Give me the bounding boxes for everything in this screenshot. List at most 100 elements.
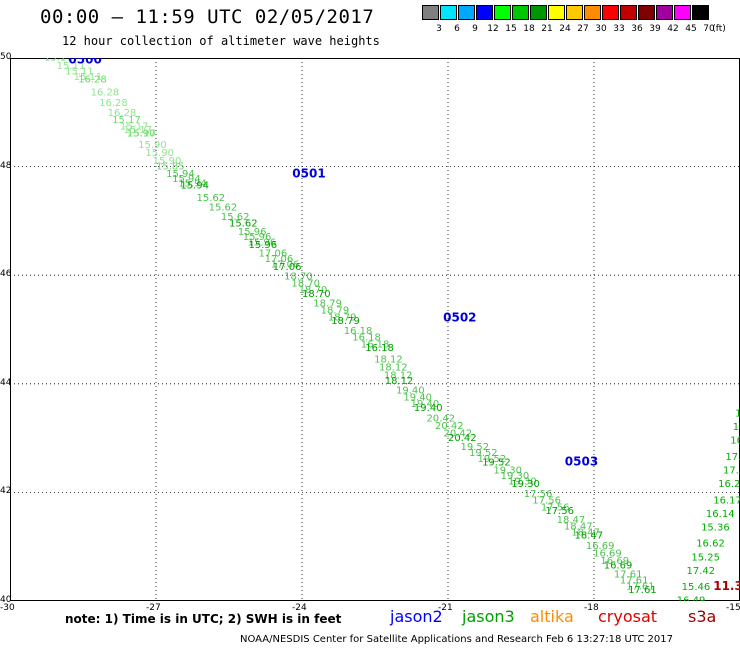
wave-height-fill: 18.79	[321, 305, 350, 316]
wave-height-fill: 15.94	[166, 169, 195, 180]
wave-height-fill: 20.42	[426, 413, 455, 424]
wave-height-fill: 15.90	[153, 156, 182, 167]
wave-height-fill: 15.11	[74, 72, 103, 83]
wave-height-fill: 19.40	[403, 392, 432, 403]
wave-height-fill: 15.17	[127, 128, 156, 139]
wave-height-fill: 16.28	[108, 108, 137, 119]
wave-height-fill: 15.94	[172, 174, 201, 185]
wave-height-fill: 19.30	[493, 466, 522, 477]
color-scale-label: 27	[577, 24, 589, 34]
wave-height-fill: 15.96	[243, 232, 272, 243]
wave-height-fill: 18.47	[564, 521, 593, 532]
wave-height-fill: 18.79	[328, 312, 357, 323]
plot-border	[10, 58, 740, 601]
color-swatch	[620, 5, 637, 20]
wave-height-fill: 20.42	[443, 428, 472, 439]
color-scale-label: 30	[595, 24, 607, 34]
color-swatch	[674, 5, 691, 20]
wave-height-fill: 15.62	[221, 212, 250, 223]
wave-height-value: 16.62	[696, 539, 725, 550]
wave-height-value: 15.85	[156, 161, 185, 172]
wave-height-fill: 18.79	[313, 299, 342, 310]
color-swatch	[422, 5, 439, 20]
credit-line: NOAA/NESDIS Center for Satellite Applica…	[240, 634, 673, 645]
color-scale-label: 36	[631, 24, 643, 34]
wave-height-value: 15.94	[180, 180, 209, 191]
color-scale-label: 45	[685, 24, 697, 34]
wave-height-value: 18.79	[331, 316, 360, 327]
wave-height-fill: 19.52	[469, 448, 498, 459]
wave-height-value: 16.8	[730, 436, 740, 447]
color-swatch	[458, 5, 475, 20]
wave-height-fill: 15.62	[209, 202, 238, 213]
color-scale-label: 70	[703, 24, 715, 34]
color-swatch	[656, 5, 673, 20]
satellite-legend-item: altika	[530, 607, 574, 626]
wave-height-fill: 16.28	[99, 98, 128, 109]
wave-height-value: 15.11	[44, 58, 73, 64]
wave-height-value: 20.42	[448, 433, 477, 444]
y-tick-label: 50	[0, 52, 12, 62]
color-scale-label: 39	[649, 24, 661, 34]
color-swatch	[476, 5, 493, 20]
color-swatch	[584, 5, 601, 20]
wave-height-value: 19.52	[482, 457, 511, 468]
wave-height-fill: 15.11	[57, 61, 86, 72]
wave-height-fill: 19.52	[478, 454, 507, 465]
wave-height-value: 16.49	[677, 596, 706, 601]
wave-height-fill: 16.69	[593, 548, 622, 559]
wave-height-value: 16.17	[713, 495, 740, 506]
wave-height-fill: 17.06	[271, 259, 300, 270]
wave-height-fill: 16.69	[586, 541, 615, 552]
wave-height-fill: 18.12	[384, 371, 413, 382]
satellite-legend-item: jason2	[390, 607, 443, 626]
wave-height-value: 17.54	[723, 465, 740, 476]
color-scale-label: 3	[436, 24, 442, 34]
wave-height-fill: 15.62	[197, 193, 226, 204]
wave-height-value: 17.06	[273, 262, 302, 273]
wave-height-fill: 16.18	[361, 339, 390, 350]
track-time-label: 0503	[565, 454, 598, 468]
wave-height-map[interactable]: 15.1115.1115.1116.2816.2816.2815.1715.17…	[10, 58, 740, 601]
note-text: note: 1) Time is in UTC; 2) SWH is in fe…	[65, 612, 342, 626]
wave-height-value: 17.61	[628, 585, 657, 596]
wave-height-fill: 19.40	[411, 399, 440, 410]
color-scale-label: 21	[541, 24, 553, 34]
wave-height-value: 19.40	[414, 403, 443, 414]
wave-height-fill: 19.30	[508, 477, 537, 488]
wave-height-fill: 17.61	[620, 576, 649, 587]
wave-height-fill: 19.30	[501, 471, 530, 482]
wave-height-fill: 18.47	[557, 515, 586, 526]
page-subtitle: 12 hour collection of altimeter wave hei…	[62, 34, 380, 48]
color-swatch	[530, 5, 547, 20]
wave-height-fill: 16.18	[344, 326, 373, 337]
wave-height-value: 15.46	[682, 582, 711, 593]
color-swatch	[638, 5, 655, 20]
wave-height-fill: 15.94	[178, 179, 207, 190]
wave-height-value: 16.29	[718, 479, 740, 490]
wave-height-value: 17.36	[725, 452, 740, 463]
wave-height-value: 17.42	[686, 566, 715, 577]
wave-height-fill: 18.70	[284, 272, 313, 283]
x-tick-label: -24	[292, 603, 307, 613]
x-tick-label: -30	[0, 603, 15, 613]
wave-height-fill: 19.52	[461, 442, 490, 453]
x-tick-label: -15	[726, 603, 740, 613]
wave-height-value: 15.96	[248, 240, 277, 251]
wave-height-fill: 15.96	[248, 238, 277, 249]
wave-height-value: 16.18	[365, 343, 394, 354]
color-swatch	[692, 5, 709, 20]
wave-height-fill: 16.69	[600, 556, 629, 567]
color-swatch	[566, 5, 583, 20]
wave-height-fill: 19.40	[396, 386, 425, 397]
wave-height-fill: 15.90	[138, 140, 167, 151]
wave-height-fill: 15.90	[145, 148, 174, 159]
color-scale-label: 33	[613, 24, 625, 34]
color-scale-label: 18	[523, 24, 535, 34]
color-swatch	[512, 5, 529, 20]
satellite-legend-item: s3a	[688, 607, 717, 626]
y-tick-label: 48	[0, 160, 12, 171]
wave-height-fill: 17.56	[524, 489, 553, 500]
color-scale-label: 6	[454, 24, 460, 34]
page-title: 00:00 – 11:59 UTC 02/05/2017	[40, 6, 375, 28]
